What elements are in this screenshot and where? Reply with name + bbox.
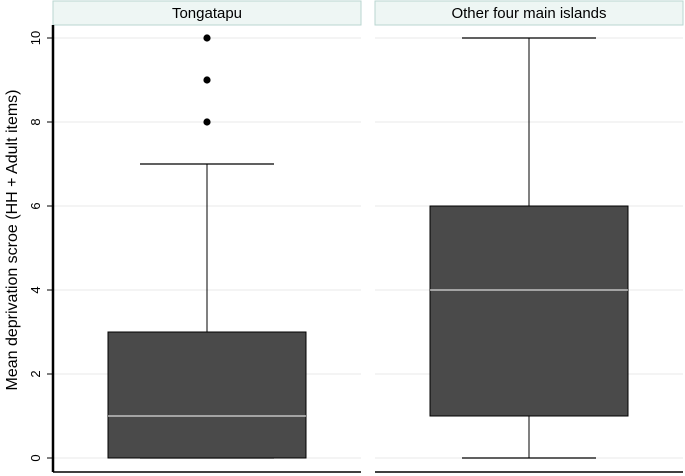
y-tick-label: 4 <box>28 286 43 293</box>
outlier-point <box>203 76 211 84</box>
panel-other-islands: Other four main islands <box>374 0 684 26</box>
y-tick-label: 0 <box>28 454 43 461</box>
panel-title-other-islands: Other four main islands <box>451 5 606 22</box>
panel-title-tongatapu: Tongatapu <box>172 5 242 22</box>
y-tick-label: 6 <box>28 202 43 209</box>
outlier-point <box>203 118 211 126</box>
y-axis-title: Mean deprivation scroe (HH + Adult items… <box>4 89 21 390</box>
y-tick-label: 10 <box>28 31 43 45</box>
outlier-point <box>203 34 211 42</box>
panel-header-other-islands <box>374 0 684 26</box>
panel-header-tongatapu <box>52 0 362 26</box>
y-tick-label: 8 <box>28 118 43 125</box>
y-tick-label: 2 <box>28 370 43 377</box>
iqr-box <box>429 205 629 417</box>
panel-tongatapu: Tongatapu <box>52 0 362 26</box>
y-ticks: 0 2 4 6 8 10 <box>28 31 53 462</box>
iqr-box <box>107 331 307 459</box>
box-marks <box>107 34 629 459</box>
